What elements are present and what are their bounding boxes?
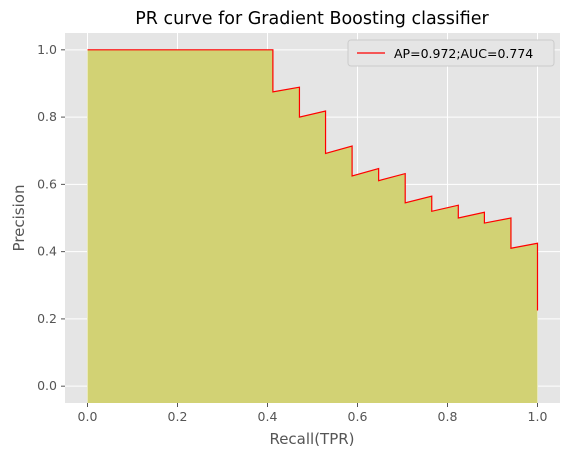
y-axis-ticks: 0.0 0.2 0.4 0.6 0.8 1.0 xyxy=(37,42,65,393)
x-tick-label: 0.2 xyxy=(168,409,188,424)
pr-area-fill xyxy=(87,49,538,404)
y-tick-label: 1.0 xyxy=(37,42,57,57)
chart-title: PR curve for Gradient Boosting classifie… xyxy=(135,9,489,29)
x-tick-label: 1.0 xyxy=(528,409,548,424)
x-tick-label: 0.0 xyxy=(78,409,98,424)
series-lines-group xyxy=(87,49,539,311)
x-tick-label: 0.6 xyxy=(348,409,368,424)
legend-box xyxy=(347,39,555,67)
pr-curve-line xyxy=(87,49,539,311)
y-tick-label: 0.4 xyxy=(37,244,57,259)
y-tick-label: 0.2 xyxy=(37,311,57,326)
y-tick-label: 0.6 xyxy=(37,176,57,191)
y-axis-label: Precision xyxy=(10,185,28,252)
x-tick-label: 0.8 xyxy=(438,409,458,424)
x-tick-label: 0.4 xyxy=(258,409,278,424)
y-tick-label: 0.8 xyxy=(37,109,57,124)
legend-label: AP=0.972;AUC=0.774 xyxy=(394,46,533,61)
x-axis-ticks: 0.0 0.2 0.4 0.6 0.8 1.0 xyxy=(78,403,548,424)
y-tick-label: 0.0 xyxy=(37,378,57,393)
fill-area-group xyxy=(87,49,538,404)
x-axis-label: Recall(TPR) xyxy=(269,430,354,448)
legend: AP=0.972;AUC=0.774 xyxy=(347,39,555,67)
